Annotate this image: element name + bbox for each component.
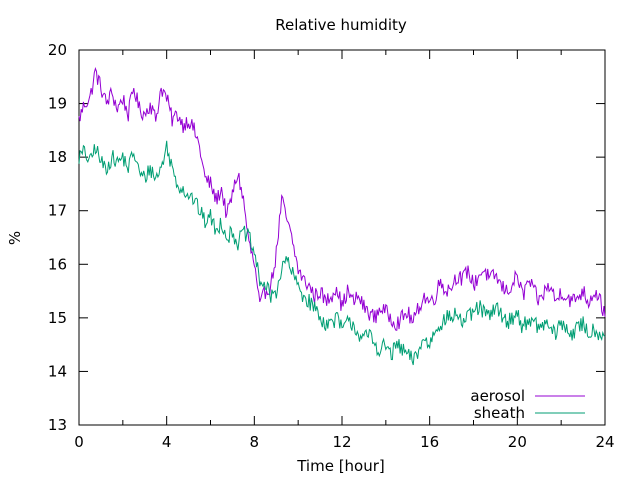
series-line-sheath — [78, 140, 606, 366]
legend-label-aerosol: aerosol — [470, 387, 525, 405]
y-tick-label: 16 — [48, 255, 67, 273]
x-tick-label: 20 — [508, 433, 527, 451]
x-tick-label: 12 — [332, 433, 351, 451]
x-tick-label: 0 — [74, 433, 84, 451]
y-tick-label: 20 — [48, 41, 67, 59]
legend-label-sheath: sheath — [474, 404, 525, 422]
y-axis-label: % — [6, 231, 24, 245]
x-tick-label: 8 — [250, 433, 260, 451]
x-tick-label: 4 — [162, 433, 172, 451]
y-tick-label: 13 — [48, 416, 67, 434]
plot-frame — [78, 49, 606, 426]
x-tick-label: 16 — [420, 433, 439, 451]
y-tick-label: 14 — [48, 362, 67, 380]
chart-title: Relative humidity — [275, 16, 407, 34]
y-tick-label: 15 — [48, 309, 67, 327]
x-axis-label: Time [hour] — [296, 457, 385, 475]
y-tick-label: 17 — [48, 202, 67, 220]
x-tick-label: 24 — [595, 433, 614, 451]
y-tick-label: 18 — [48, 148, 67, 166]
y-tick-label: 19 — [48, 95, 67, 113]
series-line-aerosol — [78, 67, 606, 331]
